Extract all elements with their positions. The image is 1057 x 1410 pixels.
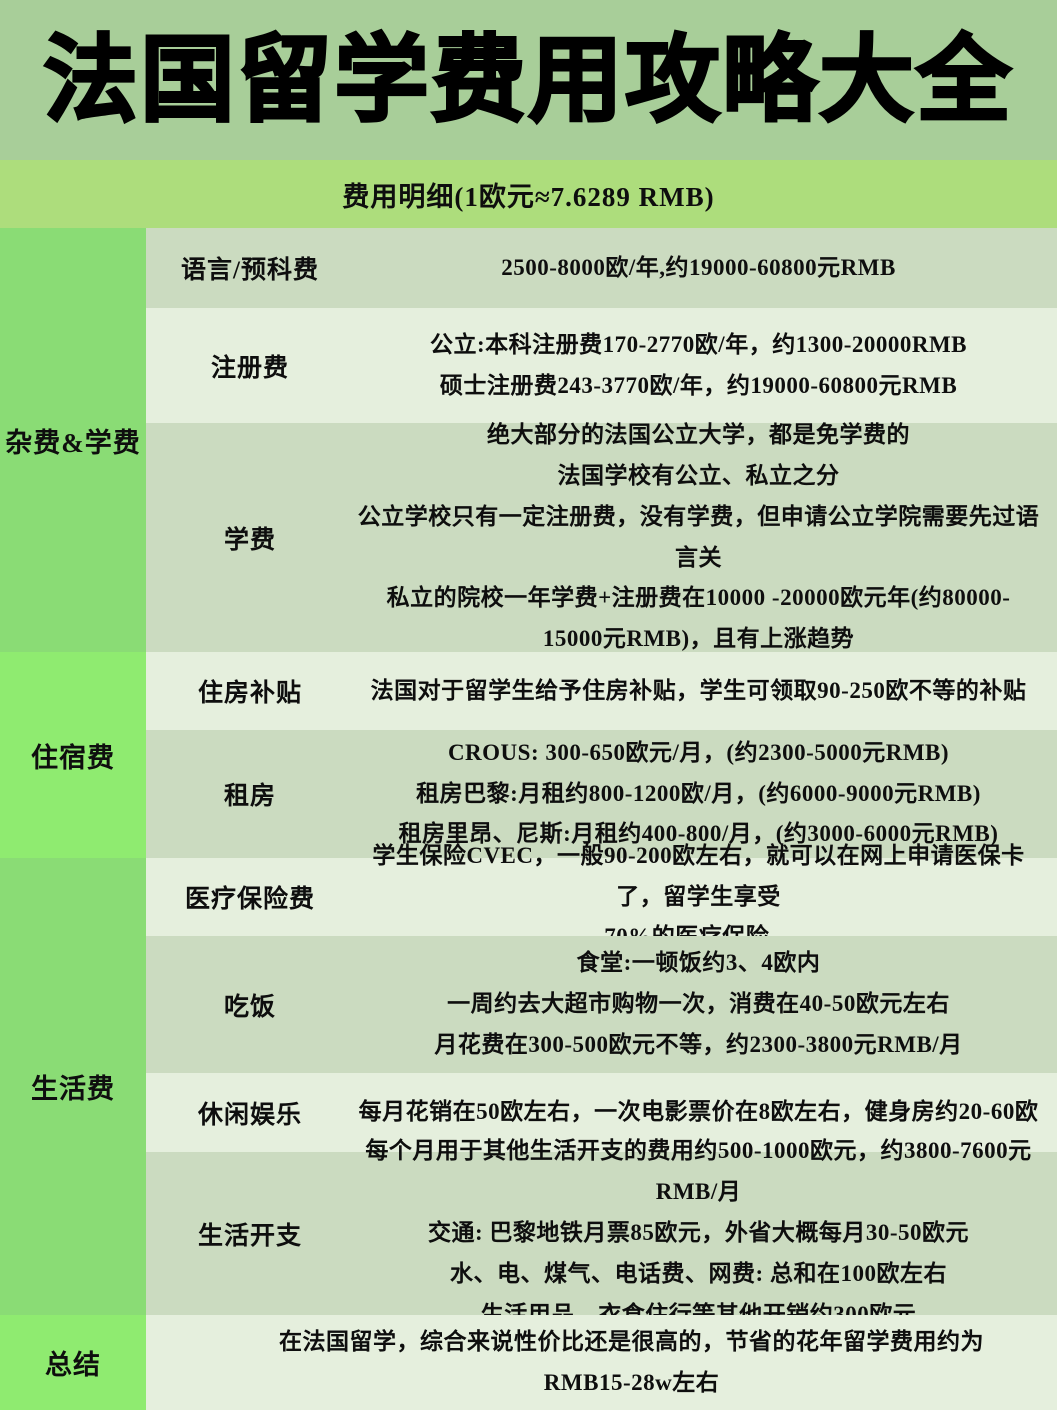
value-line: 私立的院校一年学费+注册费在10000 -20000欧元年(约80000- xyxy=(386,585,1011,611)
table-row-housing-subsidy: 住房补贴 法国对于留学生给予住房补贴，学生可领取90-250欧不等的补贴 xyxy=(146,652,1057,730)
value-line: 每月花销在50欧左右，一次电影票价在8欧左右，健身房约20-60欧 xyxy=(358,1099,1039,1125)
row-value: 在法国留学，综合来说性价比还是很高的，节省的花年留学费用约为RMB15-28w左… xyxy=(146,1322,1057,1404)
table-row-living-spending: 生活开支 每个月用于其他生活开支的费用约500-1000欧元，约3800-760… xyxy=(146,1138,1057,1327)
row-label: 吃饭 xyxy=(223,993,276,1021)
row-label: 学费 xyxy=(223,526,276,554)
table-row-summary: 在法国留学，综合来说性价比还是很高的，节省的花年留学费用约为RMB15-28w左… xyxy=(146,1315,1057,1410)
table-row-tuition: 学费 绝大部分的法国公立大学，都是免学费的 法国学校有公立、私立之分 公立学校只… xyxy=(146,422,1057,652)
value-line: 租房里昂、尼斯:月租约400-800/月，(约3000-6000元RMB) xyxy=(398,821,999,847)
value-line: 学生保险CVEC，一般90-200欧左右，就可以在网上申请医保卡了，留学生享受 xyxy=(372,842,1025,909)
row-label: 语言/预科费 xyxy=(181,257,319,284)
value-line: 公立学校只有一定注册费，没有学费，但申请公立学院需要先过语言关 xyxy=(357,503,1040,570)
value-line: 2500-8000欧/年,约19000-60800元RMB xyxy=(501,254,896,280)
row-value: 公立:本科注册费170-2770欧/年，约1300-20000RMB 硕士注册费… xyxy=(354,325,1057,407)
row-label: 注册费 xyxy=(210,354,289,382)
value-line: 绝大部分的法国公立大学，都是免学费的 xyxy=(487,421,910,447)
value-line: 食堂:一顿饭约3、4欧内 xyxy=(576,950,821,976)
value-line: 硕士注册费243-3770欧/年，约19000-60800元RMB xyxy=(439,372,958,398)
table-row-renting: 租房 CROUS: 300-650欧元/月，(约2300-5000元RMB) 租… xyxy=(146,730,1057,858)
table-row-language-prep-fee: 语言/预科费 2500-8000欧/年,约19000-60800元RMB xyxy=(146,228,1057,308)
row-value: 绝大部分的法国公立大学，都是免学费的 法国学校有公立、私立之分 公立学校只有一定… xyxy=(354,415,1057,661)
row-value: 食堂:一顿饭约3、4欧内 一周约去大超市购物一次，消费在40-50欧元左右 月花… xyxy=(354,943,1057,1066)
table-row-leisure-entertainment: 休闲娱乐 每月花销在50欧左右，一次电影票价在8欧左右，健身房约20-60欧 xyxy=(146,1073,1057,1152)
row-value: 2500-8000欧/年,约19000-60800元RMB xyxy=(354,248,1057,289)
detail-rows-column: 语言/预科费 2500-8000欧/年,约19000-60800元RMB 注册费… xyxy=(146,228,1057,1410)
value-line: 法国学校有公立、私立之分 xyxy=(557,462,840,488)
category-column: 杂费&学费 住宿费 生活费 总结 xyxy=(0,228,146,1410)
category-accommodation: 住宿费 xyxy=(0,652,146,858)
row-value: 法国对于留学生给予住房补贴，学生可领取90-250欧不等的补贴 xyxy=(354,671,1057,712)
value-line: 一周约去大超市购物一次，消费在40-50欧元左右 xyxy=(447,991,950,1017)
value-line: 交通: 巴黎地铁月票85欧元，外省大概每月30-50欧元 xyxy=(427,1220,970,1246)
row-label: 租房 xyxy=(223,783,276,810)
value-line: 15000元RMB)，且有上涨趋势 xyxy=(542,626,855,652)
page-title: 法国留学费用攻略大全 xyxy=(42,27,1014,132)
fee-table: 杂费&学费 住宿费 生活费 总结 语言/预科费 2500-8000欧/年,约19… xyxy=(0,228,1057,1410)
table-row-food: 吃饭 食堂:一顿饭约3、4欧内 一周约去大超市购物一次，消费在40-50欧元左右… xyxy=(146,936,1057,1073)
value-line: 租房巴黎:月租约800-1200欧/月，(约6000-9000元RMB) xyxy=(416,780,981,806)
row-value: 每月花销在50欧左右，一次电影票价在8欧左右，健身房约20-60欧 xyxy=(354,1092,1057,1133)
row-label: 医疗保险费 xyxy=(184,886,315,913)
value-line: 法国对于留学生给予住房补贴，学生可领取90-250欧不等的补贴 xyxy=(370,677,1027,703)
row-label: 住房补贴 xyxy=(197,680,302,707)
category-miscellaneous-tuition: 杂费&学费 xyxy=(0,228,146,652)
row-label: 休闲娱乐 xyxy=(197,1101,302,1129)
exchange-rate-subtitle: 费用明细(1欧元≈7.6289 RMB) xyxy=(342,181,715,212)
table-row-registration-fee: 注册费 公立:本科注册费170-2770欧/年，约1300-20000RMB 硕… xyxy=(146,308,1057,423)
row-label: 生活开支 xyxy=(197,1222,302,1250)
category-summary: 总结 xyxy=(0,1315,146,1410)
row-value: CROUS: 300-650欧元/月，(约2300-5000元RMB) 租房巴黎… xyxy=(354,733,1057,856)
subtitle-banner: 费用明细(1欧元≈7.6289 RMB) xyxy=(0,160,1057,228)
value-line: 公立:本科注册费170-2770欧/年，约1300-20000RMB xyxy=(429,331,968,357)
value-line: 月花费在300-500欧元不等，约2300-3800元RMB/月 xyxy=(434,1031,963,1057)
table-row-medical-insurance: 医疗保险费 学生保险CVEC，一般90-200欧左右，就可以在网上申请医保卡了，… xyxy=(146,843,1057,949)
value-line: CROUS: 300-650欧元/月，(约2300-5000元RMB) xyxy=(447,739,950,765)
value-line: 每个月用于其他生活开支的费用约500-1000欧元，约3800-7600元RMB… xyxy=(365,1138,1032,1205)
row-value: 每个月用于其他生活开支的费用约500-1000欧元，约3800-7600元RMB… xyxy=(354,1131,1057,1336)
category-living-expenses: 生活费 xyxy=(0,858,146,1315)
title-banner: 法国留学费用攻略大全 xyxy=(0,0,1057,160)
value-line: 在法国留学，综合来说性价比还是很高的，节省的花年留学费用约为RMB15-28w左… xyxy=(279,1328,984,1395)
value-line: 水、电、煤气、电话费、网费: 总和在100欧左右 xyxy=(450,1260,947,1286)
